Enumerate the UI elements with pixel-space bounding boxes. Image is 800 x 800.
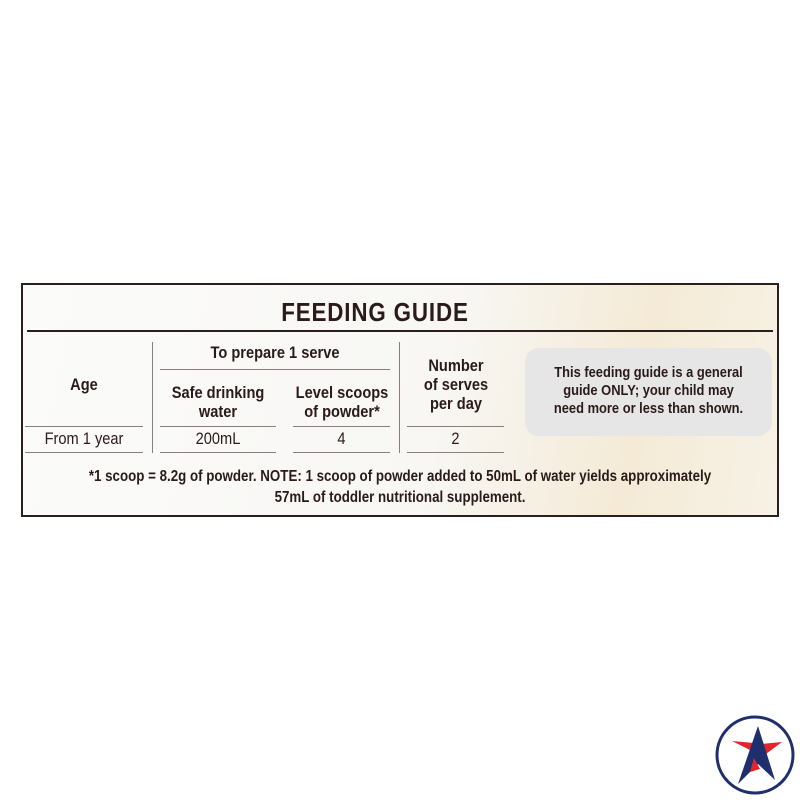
header-serves: Number of serves per day	[423, 356, 489, 413]
cell-age: From 1 year	[44, 429, 124, 448]
divider	[160, 369, 390, 370]
divider	[399, 342, 400, 453]
header-scoops: Level scoops of powder*	[295, 383, 389, 421]
store-logo-icon	[715, 715, 795, 795]
page-title: FEEDING GUIDE	[281, 297, 469, 327]
cell-serves: 2	[451, 429, 460, 448]
cell-water: 200mL	[195, 429, 241, 448]
header-prepare: To prepare 1 serve	[210, 343, 340, 362]
header-water: Safe drinking water	[171, 383, 265, 421]
cell-scoops: 4	[337, 429, 346, 448]
title-rule	[27, 330, 773, 332]
divider	[152, 342, 153, 453]
footnote: *1 scoop = 8.2g of powder. NOTE: 1 scoop…	[88, 468, 712, 506]
note-box	[525, 348, 772, 436]
note-text: This feeding guide is a general guide ONL…	[553, 364, 744, 417]
header-age: Age	[70, 375, 98, 394]
